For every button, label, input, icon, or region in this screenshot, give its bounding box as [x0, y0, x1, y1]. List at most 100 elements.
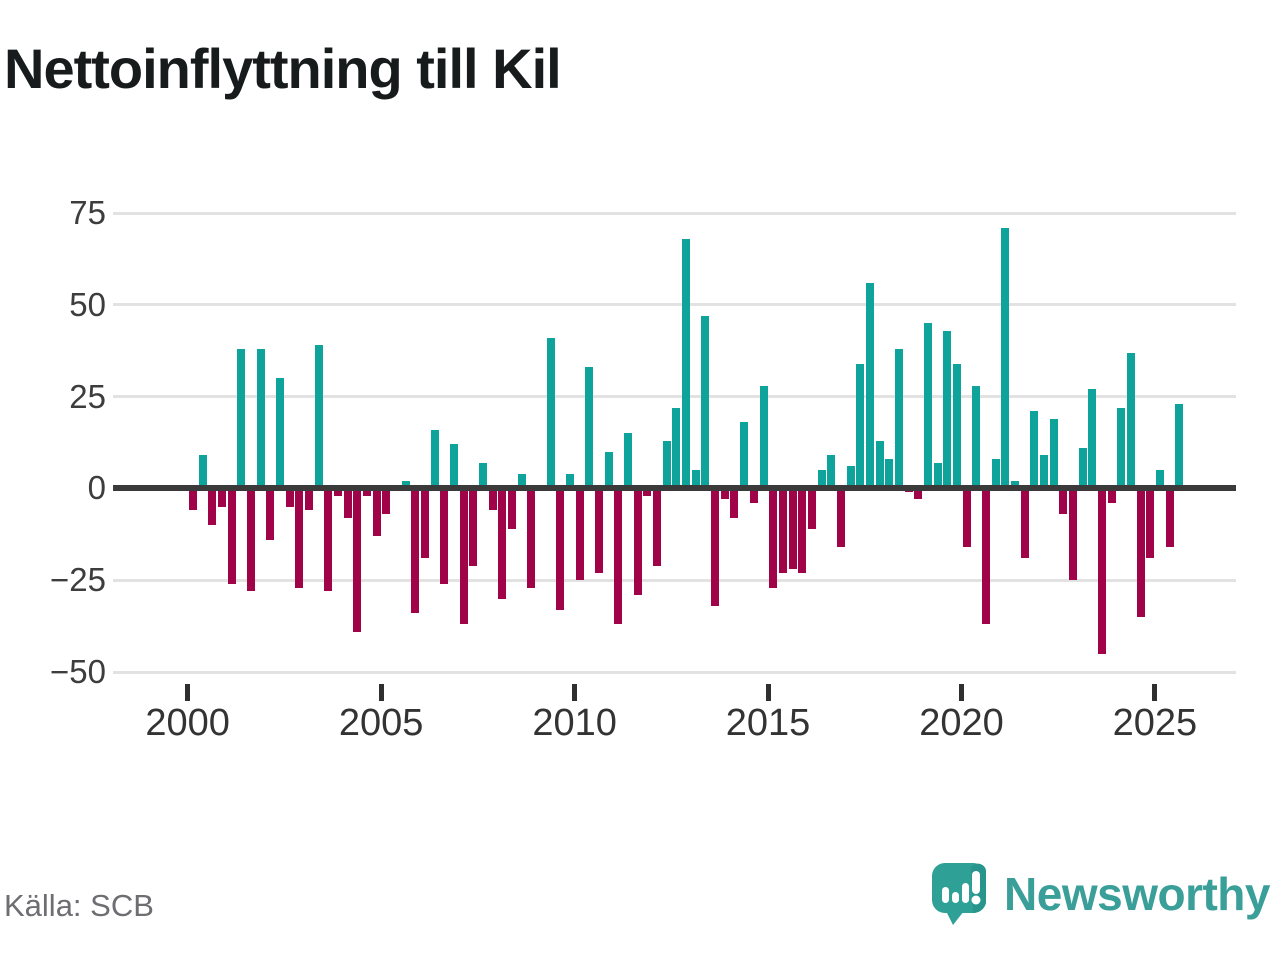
bar-2022-Q3 [1059, 488, 1068, 515]
x-tick-2020 [959, 684, 964, 701]
bar-2011-Q1 [614, 488, 623, 625]
gridline-y-75 [113, 211, 1236, 215]
bar-2008-Q2 [508, 488, 517, 529]
bar-2003-Q4 [333, 488, 342, 496]
newsworthy-logo-text: Newsworthy [1004, 868, 1270, 920]
bar-2018-Q1 [885, 459, 894, 489]
bar-2024-Q4 [1146, 488, 1155, 559]
bar-2001-Q2 [237, 348, 246, 489]
bar-2014-Q2 [740, 422, 749, 489]
bar-2007-Q1 [459, 488, 468, 625]
bar-2019-Q2 [933, 462, 942, 489]
bar-2009-Q4 [566, 473, 575, 489]
bar-2009-Q2 [546, 337, 555, 489]
bar-2002-Q2 [275, 378, 284, 489]
x-axis-label-2010: 2010 [532, 702, 617, 744]
bar-2015-Q4 [798, 488, 807, 573]
bar-2025-Q3 [1175, 403, 1184, 489]
chart-title: Nettoinflyttning till Kil [4, 37, 562, 100]
bar-2014-Q3 [749, 488, 758, 504]
bar-2008-Q4 [527, 488, 536, 588]
x-axis-label-2025: 2025 [1112, 702, 1198, 744]
bar-2019-Q4 [952, 363, 961, 489]
y-axis-label-25: 25 [69, 377, 106, 415]
y-axis-label-0: 0 [87, 469, 106, 507]
bar-2003-Q3 [324, 488, 333, 592]
x-axis-label-2020: 2020 [919, 702, 1004, 744]
bar-2010-Q3 [595, 488, 604, 573]
bar-2021-Q2 [1010, 481, 1019, 489]
bar-2017-Q3 [865, 282, 874, 489]
bar-2001-Q4 [256, 348, 265, 489]
bar-2023-Q3 [1098, 488, 1107, 654]
bar-2025-Q2 [1165, 488, 1174, 548]
bar-2020-Q3 [981, 488, 990, 625]
bar-2013-Q3 [711, 488, 720, 606]
bar-2004-Q4 [372, 488, 381, 537]
newsworthy-logo-icon [932, 863, 987, 925]
bar-2013-Q2 [701, 315, 710, 489]
bar-2014-Q4 [759, 385, 768, 489]
bar-2012-Q3 [672, 407, 681, 489]
bar-2016-Q4 [836, 488, 845, 548]
x-tick-2000 [185, 684, 191, 701]
bar-2000-Q2 [198, 455, 207, 489]
bar-2016-Q1 [807, 488, 816, 529]
x-axis-label-2005: 2005 [338, 702, 424, 744]
bar-2016-Q3 [827, 455, 836, 489]
bar-2013-Q4 [720, 488, 729, 500]
bar-2022-Q4 [1069, 488, 1078, 581]
bar-2004-Q2 [353, 488, 362, 632]
bar-2010-Q1 [575, 488, 584, 581]
source-note: Källa: SCB [4, 888, 154, 923]
gridline-y-50 [113, 303, 1236, 307]
bar-2017-Q1 [846, 466, 855, 489]
gridline-y-−25 [113, 578, 1236, 582]
bar-2019-Q1 [923, 323, 932, 489]
bar-2023-Q2 [1088, 389, 1097, 489]
bar-2007-Q2 [469, 488, 478, 566]
bar-2018-Q2 [894, 348, 903, 489]
bar-2001-Q3 [246, 488, 255, 592]
bar-2021-Q1 [1001, 227, 1010, 489]
bar-2011-Q4 [643, 488, 652, 496]
bar-2000-Q1 [188, 488, 197, 511]
bar-2004-Q3 [362, 488, 371, 496]
bar-2000-Q4 [217, 488, 226, 507]
bar-2004-Q1 [343, 488, 352, 518]
bar-2019-Q3 [943, 330, 952, 489]
bar-2012-Q1 [653, 488, 662, 566]
x-tick-2005 [378, 684, 384, 701]
bar-2007-Q4 [488, 488, 497, 511]
bar-2023-Q4 [1107, 488, 1116, 504]
bar-2014-Q1 [730, 488, 739, 518]
bar-2025-Q1 [1156, 470, 1165, 489]
bar-2015-Q1 [769, 488, 778, 588]
zero-axis-line [113, 485, 1236, 492]
bar-2003-Q1 [304, 488, 313, 511]
x-tick-2025 [1152, 684, 1158, 701]
bar-2018-Q4 [914, 488, 923, 500]
bar-2012-Q4 [682, 238, 691, 489]
bar-2005-Q1 [382, 488, 391, 515]
bar-2002-Q3 [285, 488, 294, 507]
bar-2008-Q3 [517, 473, 526, 489]
bar-2011-Q3 [633, 488, 642, 595]
bar-2007-Q3 [479, 462, 487, 489]
x-tick-2015 [765, 684, 771, 701]
bar-2022-Q1 [1040, 455, 1049, 489]
bar-2020-Q4 [991, 459, 1000, 489]
x-axis-label-2015: 2015 [725, 702, 811, 744]
bar-2024-Q3 [1136, 488, 1145, 617]
bar-2002-Q4 [295, 488, 304, 588]
bar-2021-Q3 [1020, 488, 1029, 559]
bar-2005-Q4 [411, 488, 420, 614]
y-axis-label-−50: −50 [50, 653, 106, 690]
bar-2010-Q2 [585, 367, 594, 489]
bar-2015-Q2 [778, 488, 787, 573]
bar-2009-Q3 [556, 488, 565, 610]
bar-2023-Q1 [1078, 448, 1087, 489]
bar-2024-Q2 [1127, 352, 1136, 489]
y-axis-label-−25: −25 [50, 561, 106, 599]
